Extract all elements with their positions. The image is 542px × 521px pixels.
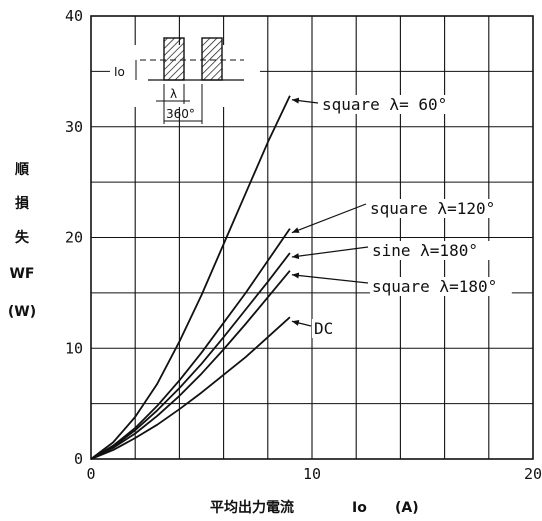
y-tick-label: 30 [65,118,83,136]
x-tick-label: 0 [86,465,95,483]
y-axis-label-line-4: WF [9,266,34,282]
label-arrow-3 [291,246,369,260]
y-tick-label: 0 [74,450,83,468]
series-line-2 [90,228,291,460]
label-bg-3 [370,241,491,260]
label-bg-4 [370,277,512,296]
x-axis-label-unit: (A) [395,500,419,516]
y-tick-label: 10 [65,339,83,357]
label-arrow-5 [291,320,312,327]
x-tick-label: 10 [303,465,321,483]
series-line-1 [90,95,291,460]
y-axis-label-line-5: (W) [8,304,36,320]
series-label-2: square λ=120° [370,199,495,218]
series-label-4: square λ=180° [372,277,497,296]
label-bg-5 [312,319,338,338]
y-axis-label: 順 損 失 WF (W) [8,162,36,320]
series-lines [90,95,291,460]
x-tick-label: 20 [524,465,542,483]
series-label-5: DC [314,319,333,338]
annotations: square λ= 60° square λ=120° sine λ=180° squ… [291,95,512,338]
y-tick-label: 40 [65,7,83,25]
series-label-1: square λ= 60° [322,95,447,114]
label-bg-1 [320,95,462,114]
x-axis-label-symbol: Io [352,500,367,516]
label-bg-2 [368,199,510,218]
series-line-4 [90,270,291,460]
y-tick-label: 20 [65,229,83,247]
inset-background [110,45,260,107]
inset-pulse-1 [163,37,185,81]
inset-pulse-2 [201,37,223,81]
grid [91,16,533,459]
x-axis-label: 平均出力電流 Io (A) [210,499,419,516]
plot-frame [90,15,534,460]
inset-waveform: Io λ 360° [110,37,260,124]
inset-io-label: Io [114,65,125,79]
label-arrow-2 [291,203,367,234]
tick-labels: 0 10 20 0 10 20 30 40 [65,7,542,483]
y-axis-label-line-2: 損 [15,195,30,212]
series-line-3 [90,252,291,460]
series-line-5 [90,316,291,460]
y-axis-label-line-3: 失 [15,229,30,246]
y-axis-label-line-1: 順 [15,162,30,178]
inset-lambda-label: λ [170,87,177,101]
inset-period-label: 360° [166,107,195,121]
series-label-3: sine λ=180° [372,241,478,260]
label-arrow-4 [291,272,369,284]
axes [90,15,534,460]
x-axis-label-text: 平均出力電流 [210,499,294,516]
label-arrow-1 [291,97,319,104]
